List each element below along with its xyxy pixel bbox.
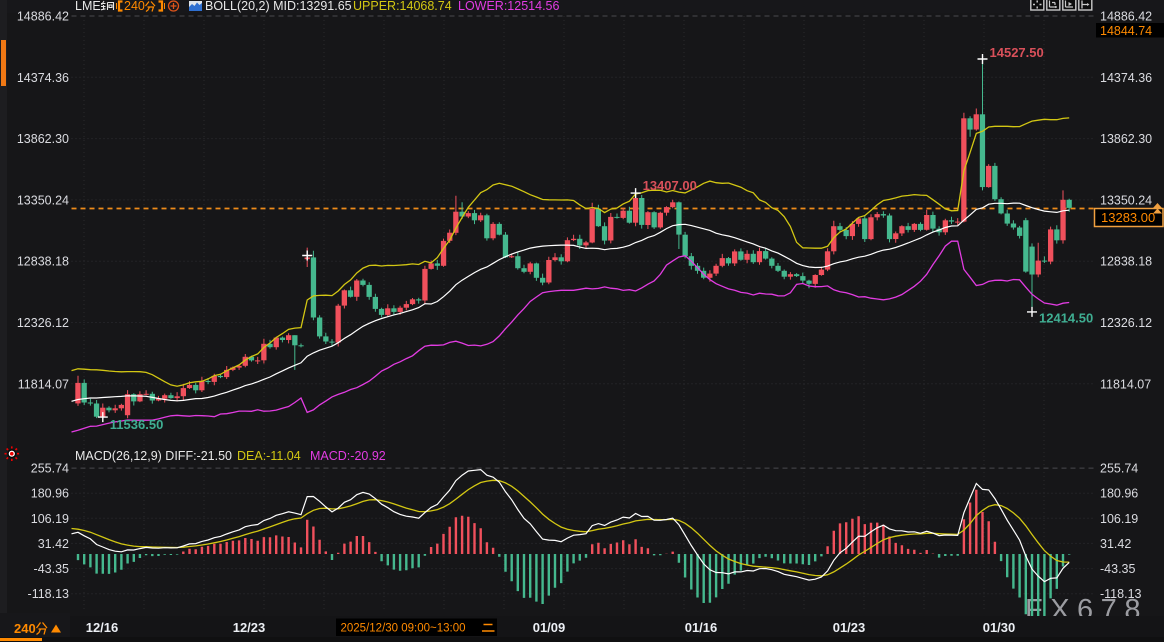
svg-text:14886.42: 14886.42	[1100, 10, 1152, 24]
svg-text:255.74: 255.74	[1100, 462, 1138, 476]
svg-text:13350.24: 13350.24	[17, 193, 69, 207]
svg-text:-43.35: -43.35	[1100, 562, 1135, 576]
svg-text:12/23: 12/23	[233, 620, 266, 635]
svg-text:106.19: 106.19	[1100, 512, 1138, 526]
svg-text:LOWER:12514.56: LOWER:12514.56	[458, 0, 559, 13]
svg-text:13862.30: 13862.30	[1100, 132, 1152, 146]
svg-text:13407.00: 13407.00	[643, 178, 697, 193]
svg-text:14844.74: 14844.74	[1100, 24, 1152, 38]
svg-text:13350.24: 13350.24	[1100, 193, 1152, 207]
svg-text:240: 240	[14, 621, 36, 636]
svg-text:01/09: 01/09	[533, 620, 566, 635]
svg-text:255.74: 255.74	[31, 462, 69, 476]
svg-text:-43.35: -43.35	[34, 562, 69, 576]
svg-text:13862.30: 13862.30	[17, 132, 69, 146]
svg-text:180.96: 180.96	[31, 487, 69, 501]
svg-text:MACD(26,12,9) DIFF:-21.50: MACD(26,12,9) DIFF:-21.50	[75, 449, 232, 463]
svg-text:11814.07: 11814.07	[18, 377, 69, 391]
svg-text:14374.36: 14374.36	[17, 71, 69, 85]
svg-text:DEA:-11.04: DEA:-11.04	[237, 449, 301, 463]
svg-text:12838.18: 12838.18	[1100, 255, 1152, 269]
svg-text:-118.13: -118.13	[1100, 587, 1142, 601]
svg-text:106.19: 106.19	[31, 512, 69, 526]
svg-text:240: 240	[124, 0, 145, 13]
svg-text:14886.42: 14886.42	[17, 10, 69, 24]
svg-text:LME: LME	[75, 0, 101, 13]
svg-text:BOLL(20,2) MID:13291.65: BOLL(20,2) MID:13291.65	[205, 0, 352, 13]
svg-text:MACD:-20.92: MACD:-20.92	[310, 449, 386, 463]
svg-text:UPPER:14068.74: UPPER:14068.74	[353, 0, 452, 13]
svg-text:12414.50: 12414.50	[1039, 311, 1093, 326]
svg-text:31.42: 31.42	[1100, 537, 1131, 551]
svg-text:14527.50: 14527.50	[990, 45, 1044, 60]
svg-text:12326.12: 12326.12	[17, 316, 69, 330]
svg-text:11814.07: 11814.07	[1100, 377, 1151, 391]
svg-text:11536.50: 11536.50	[110, 417, 164, 432]
svg-text:01/23: 01/23	[833, 620, 866, 635]
svg-text:12/16: 12/16	[86, 620, 119, 635]
svg-text:12326.12: 12326.12	[1100, 316, 1152, 330]
svg-text:13283.00: 13283.00	[1101, 210, 1155, 225]
svg-text:31.42: 31.42	[38, 537, 69, 551]
svg-text:12838.18: 12838.18	[17, 255, 69, 269]
svg-text:01/30: 01/30	[983, 620, 1016, 635]
svg-text:14374.36: 14374.36	[1100, 71, 1152, 85]
svg-text:2025/12/30 09:00~13:00: 2025/12/30 09:00~13:00	[341, 623, 466, 635]
svg-text:-118.13: -118.13	[28, 587, 70, 601]
svg-text:180.96: 180.96	[1100, 487, 1138, 501]
svg-text:01/16: 01/16	[685, 620, 718, 635]
